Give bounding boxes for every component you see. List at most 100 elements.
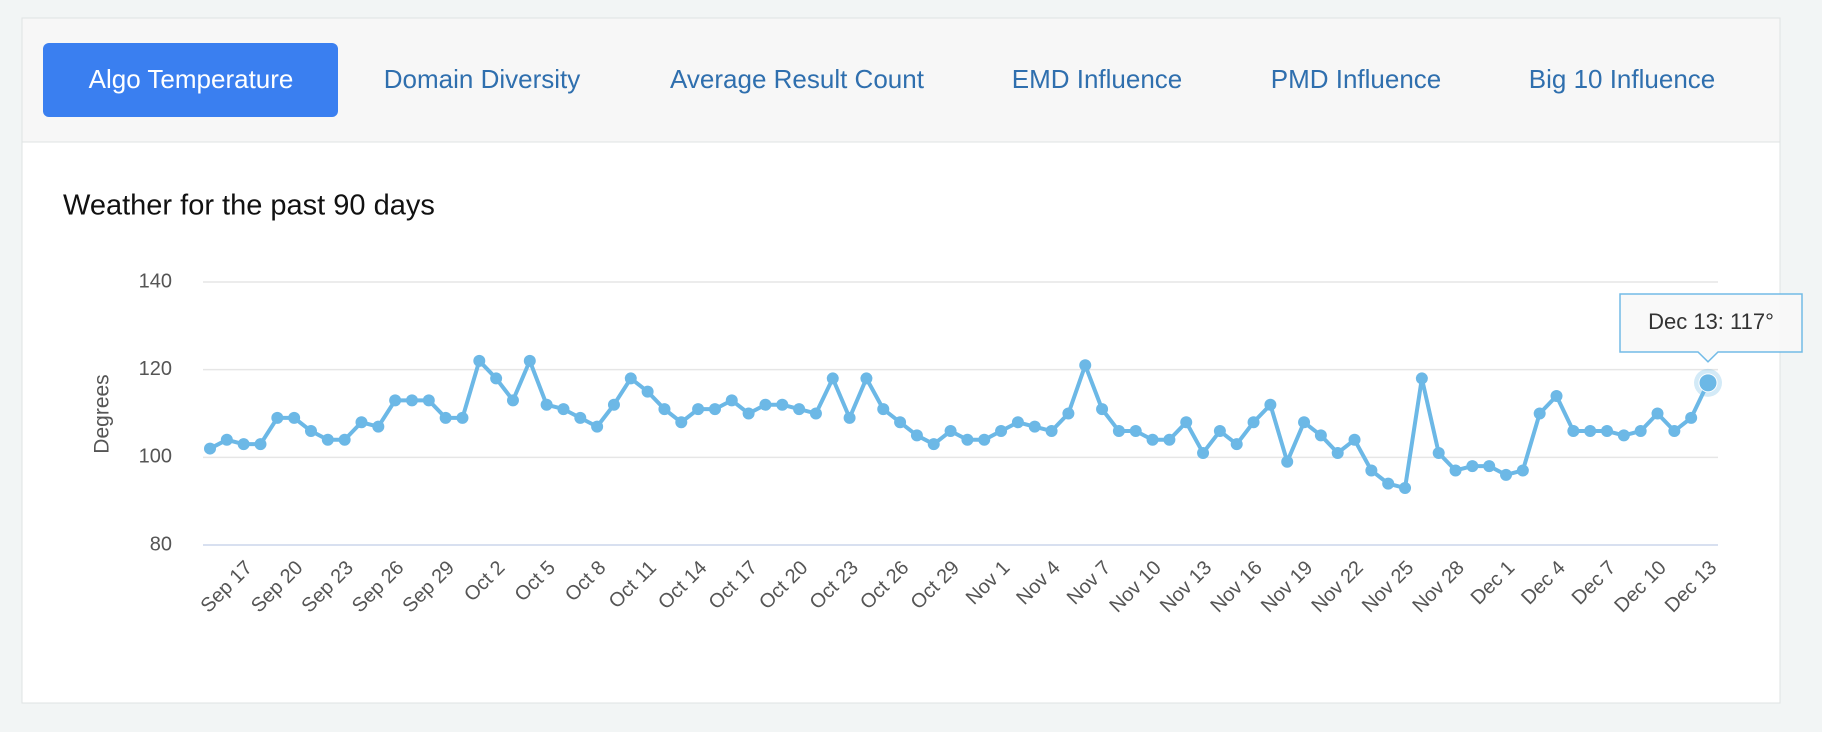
point — [641, 385, 654, 398]
point — [658, 403, 671, 416]
point — [1685, 411, 1698, 424]
point — [995, 425, 1008, 438]
y-tick-label: 100 — [139, 446, 172, 468]
point — [321, 433, 334, 446]
point — [624, 372, 637, 385]
point — [1180, 416, 1193, 429]
point — [776, 398, 789, 411]
tab[interactable]: Algo Temperature — [89, 64, 294, 94]
point — [591, 420, 604, 433]
tab[interactable]: Domain Diversity — [384, 64, 581, 94]
point — [1314, 429, 1327, 442]
point — [304, 425, 317, 438]
point — [1146, 433, 1159, 446]
point — [927, 438, 940, 451]
point — [372, 420, 385, 433]
active-tab-bg — [43, 43, 338, 117]
point — [288, 411, 301, 424]
point — [793, 403, 806, 416]
point — [1634, 425, 1647, 438]
point — [355, 416, 368, 429]
point — [523, 354, 536, 367]
point — [877, 403, 890, 416]
point — [978, 433, 991, 446]
point — [1045, 425, 1058, 438]
point — [826, 372, 839, 385]
point — [759, 398, 772, 411]
point — [1449, 464, 1462, 477]
point — [843, 411, 856, 424]
tab[interactable]: PMD Influence — [1271, 64, 1442, 94]
tooltip-box — [1619, 293, 1803, 363]
point — [1500, 468, 1513, 481]
point — [1028, 420, 1041, 433]
y-tick-label: 80 — [150, 533, 172, 555]
point — [1331, 446, 1344, 459]
point — [1096, 403, 1109, 416]
y-tick-label: 140 — [139, 270, 172, 292]
point — [1298, 416, 1311, 429]
point — [1516, 464, 1529, 477]
point — [1348, 433, 1361, 446]
point — [1483, 460, 1496, 473]
point — [1651, 407, 1664, 420]
point — [490, 372, 503, 385]
y-axis-label: Degrees — [91, 374, 114, 453]
point — [405, 394, 418, 407]
point — [809, 407, 822, 420]
point — [338, 433, 351, 446]
chart-title: Weather for the past 90 days — [63, 190, 435, 222]
point — [1601, 425, 1614, 438]
tab[interactable]: Big 10 Influence — [1529, 64, 1715, 94]
point — [237, 438, 250, 451]
point — [1062, 407, 1075, 420]
point — [725, 394, 738, 407]
point — [506, 394, 519, 407]
point — [1668, 425, 1681, 438]
point — [1281, 455, 1294, 468]
point — [607, 398, 620, 411]
point — [860, 372, 873, 385]
point — [1584, 425, 1597, 438]
point — [692, 403, 705, 416]
point — [1011, 416, 1024, 429]
tooltip: Dec 13: 117° — [1619, 293, 1803, 363]
tooltip-text: Dec 13: 117° — [1648, 309, 1774, 334]
point — [1550, 389, 1563, 402]
point — [389, 394, 402, 407]
point — [1365, 464, 1378, 477]
point — [557, 403, 570, 416]
point — [1533, 407, 1546, 420]
point — [422, 394, 435, 407]
point — [1698, 373, 1718, 393]
point — [1567, 425, 1580, 438]
tab[interactable]: Average Result Count — [670, 64, 925, 94]
point — [204, 442, 216, 455]
point — [1197, 446, 1210, 459]
point — [254, 438, 267, 451]
point — [456, 411, 469, 424]
point — [1382, 477, 1395, 490]
point — [1213, 425, 1226, 438]
point — [894, 416, 907, 429]
y-tick-label: 120 — [139, 358, 172, 380]
point — [271, 411, 284, 424]
point — [708, 403, 721, 416]
point — [1264, 398, 1277, 411]
point — [1415, 372, 1428, 385]
point — [961, 433, 974, 446]
point — [944, 425, 957, 438]
point — [1079, 359, 1092, 372]
point — [1129, 425, 1142, 438]
point — [1230, 438, 1243, 451]
point — [574, 411, 587, 424]
point — [1466, 460, 1479, 473]
point — [1399, 482, 1412, 495]
point — [910, 429, 923, 442]
point — [742, 407, 755, 420]
point — [1617, 429, 1630, 442]
point — [473, 354, 486, 367]
point — [675, 416, 688, 429]
tab[interactable]: EMD Influence — [1012, 64, 1183, 94]
